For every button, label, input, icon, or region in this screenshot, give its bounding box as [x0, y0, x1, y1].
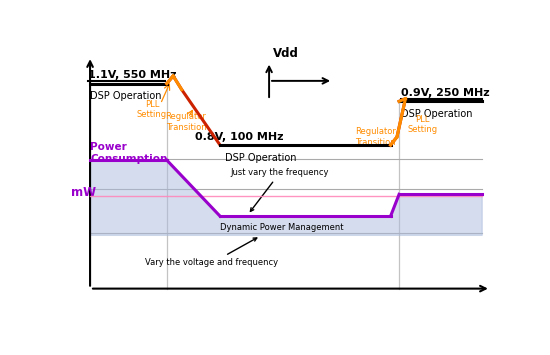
Text: 0.9V, 250 MHz: 0.9V, 250 MHz — [401, 88, 490, 98]
Text: Power
Consumption: Power Consumption — [90, 142, 167, 164]
Text: DSP Operation: DSP Operation — [401, 109, 472, 119]
Polygon shape — [90, 160, 482, 235]
Text: Just vary the frequency: Just vary the frequency — [231, 168, 329, 211]
Text: Dynamic Power Management: Dynamic Power Management — [220, 223, 344, 231]
Text: PLL
Setting: PLL Setting — [408, 115, 438, 134]
Text: 0.8V, 100 MHz: 0.8V, 100 MHz — [195, 132, 283, 142]
Text: Vdd: Vdd — [272, 47, 298, 60]
Text: 1.1V, 550 MHz: 1.1V, 550 MHz — [88, 70, 177, 80]
Text: Regulator
Transition: Regulator Transition — [166, 112, 206, 132]
Text: DSP Operation: DSP Operation — [90, 91, 162, 101]
Text: PLL
Setting: PLL Setting — [137, 100, 167, 119]
Text: Vary the voltage and frequency: Vary the voltage and frequency — [146, 238, 279, 267]
Text: Regulator
Transition: Regulator Transition — [355, 127, 396, 147]
Text: DSP Operation: DSP Operation — [225, 153, 296, 163]
Text: mW: mW — [71, 186, 96, 200]
